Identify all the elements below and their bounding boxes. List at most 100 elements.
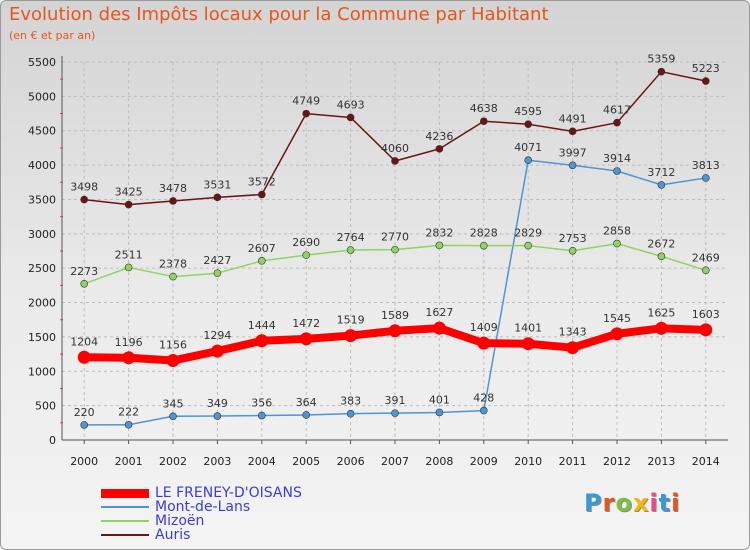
data-label: 2690 — [292, 236, 320, 249]
proxiti-logo: Proxiti — [584, 489, 681, 517]
data-point — [302, 251, 311, 259]
chart-subtitle: (en € et par an) — [9, 29, 96, 42]
legend-item: Auris — [101, 528, 302, 542]
data-label: 4749 — [292, 95, 320, 108]
y-tick-label: 0 — [49, 434, 56, 447]
legend-label: Auris — [155, 527, 191, 543]
data-label: 3531 — [203, 178, 231, 191]
data-point — [257, 411, 266, 420]
data-point — [435, 145, 444, 153]
data-label: 401 — [429, 393, 450, 406]
data-point — [435, 241, 444, 250]
data-point — [701, 174, 710, 182]
x-tick-label: 2006 — [337, 455, 365, 468]
y-tick-label: 4500 — [28, 125, 56, 138]
data-point — [388, 324, 402, 338]
data-label: 2427 — [203, 254, 231, 267]
legend-swatch — [101, 520, 149, 522]
data-point — [344, 329, 358, 343]
data-point — [657, 252, 666, 261]
data-point — [124, 420, 133, 429]
data-point — [699, 323, 713, 337]
data-point — [479, 406, 488, 415]
data-label: 2764 — [337, 231, 365, 244]
x-tick-label: 2008 — [425, 455, 453, 468]
x-tick-label: 2010 — [514, 455, 542, 468]
series-lines — [77, 67, 713, 429]
data-label: 383 — [340, 395, 361, 408]
legend-label: LE FRENEY-D'OISANS — [155, 485, 302, 501]
data-label: 1603 — [692, 308, 720, 321]
legend-item: LE FRENEY-D'OISANS — [101, 486, 302, 500]
legend-label: Mizoën — [155, 513, 205, 529]
data-point — [213, 269, 222, 277]
data-point — [210, 344, 224, 358]
x-tick-labels: 2000 2001 2002 2003 2004 2005 2006 2007 2008 2009… — [70, 455, 720, 468]
x-tick-label: 2014 — [692, 455, 720, 468]
data-label: 4236 — [425, 130, 453, 143]
data-label: 4638 — [470, 102, 498, 115]
x-tick-label: 2012 — [603, 455, 631, 468]
data-label: 428 — [473, 392, 494, 405]
data-point — [701, 266, 710, 275]
data-point — [124, 263, 133, 272]
data-label: 2607 — [248, 242, 276, 255]
data-point — [391, 245, 399, 254]
legend-label: Mont-de-Lans — [155, 499, 251, 515]
data-label: 2753 — [559, 232, 587, 245]
data-point — [299, 332, 313, 346]
data-label: 391 — [385, 394, 406, 407]
data-label: 4071 — [514, 141, 542, 154]
data-label: 2829 — [514, 227, 542, 240]
data-point — [657, 67, 666, 76]
x-tick-label: 2011 — [559, 455, 587, 468]
data-label: 345 — [163, 397, 184, 410]
data-point — [257, 257, 266, 265]
x-tick-label: 2003 — [203, 455, 231, 468]
data-point — [524, 156, 533, 165]
data-label: 1204 — [70, 335, 98, 348]
data-label: 1627 — [425, 306, 453, 319]
y-tick-label: 2000 — [28, 297, 56, 310]
y-tick-label: 500 — [35, 400, 56, 413]
data-label: 3425 — [115, 186, 143, 199]
data-point — [213, 193, 222, 202]
data-label: 1409 — [470, 321, 498, 334]
data-label: 2378 — [159, 258, 187, 271]
x-tick-label: 2013 — [647, 455, 675, 468]
data-point — [524, 241, 533, 250]
data-point — [169, 197, 177, 205]
legend-swatch — [101, 534, 149, 536]
data-point — [432, 321, 446, 335]
data-label: 1156 — [159, 339, 187, 352]
data-labels: 220 222 345 349 356 364 383 391 401 428 4071 3997 39… — [70, 53, 720, 419]
data-label: 2672 — [647, 237, 675, 250]
x-tick-label: 2009 — [470, 455, 498, 468]
data-point — [166, 354, 180, 368]
data-point — [391, 409, 399, 417]
y-tick-label: 5000 — [28, 90, 56, 103]
data-point — [568, 246, 577, 255]
data-label: 2832 — [425, 226, 453, 239]
y-tick-label: 2500 — [28, 262, 56, 275]
data-point — [654, 321, 668, 335]
legend: LE FRENEY-D'OISANS Mont-de-Lans Mizoën Auri… — [101, 486, 302, 542]
data-label: 3478 — [159, 182, 187, 195]
x-tick-label: 2004 — [248, 455, 276, 468]
y-tick-label: 5500 — [28, 56, 56, 69]
data-point — [80, 195, 88, 204]
data-point — [255, 334, 269, 348]
y-tick-label: 3500 — [28, 193, 56, 206]
data-label: 2828 — [470, 227, 498, 240]
data-point — [657, 181, 666, 189]
data-point — [566, 341, 580, 355]
data-point — [477, 336, 491, 350]
data-label: 1401 — [514, 322, 542, 335]
x-tick-label: 2007 — [381, 455, 409, 468]
data-point — [77, 350, 91, 364]
data-point — [346, 246, 355, 254]
data-label: 1196 — [115, 336, 143, 349]
data-point — [346, 113, 355, 122]
data-point — [257, 190, 266, 199]
data-label: 5359 — [647, 53, 675, 66]
